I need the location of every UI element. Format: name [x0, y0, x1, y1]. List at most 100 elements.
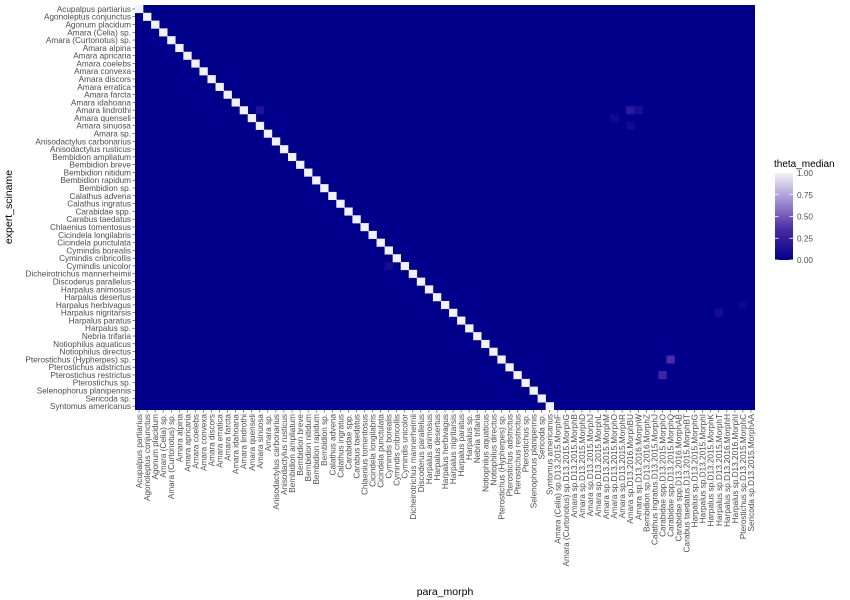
heatmap-cell-diagonal — [384, 246, 393, 255]
heatmap-cell — [714, 308, 724, 317]
legend-tick-label: 0.25 — [797, 234, 813, 243]
y-tick-label: Notiophilus aquaticus — [53, 340, 131, 349]
x-tick-label: Cicindela punctulata — [377, 414, 386, 488]
heatmap-cell-diagonal — [416, 277, 426, 286]
y-tick-label: Discoderus parallelus — [53, 277, 131, 286]
heatmap-cell-diagonal — [312, 176, 321, 185]
y-tick-label: Acupalpus partiarius — [57, 5, 131, 14]
y-tick-label: Amara idahoana — [71, 98, 132, 107]
x-tick-label: Amara (Celia) sp.D13.2015.MorphF — [554, 414, 563, 544]
y-tick-label: Carabus taedatus — [66, 215, 131, 224]
legend-tick-label: 0.00 — [797, 256, 813, 265]
y-tick-label: Calathus advena — [70, 192, 132, 201]
heatmap-cell-diagonal — [143, 12, 152, 21]
x-tick-label: Harpalus sp.D13.2015.MorphK — [707, 413, 716, 526]
x-tick-label: Dicheirotrichus mannerheimii — [409, 414, 418, 520]
heatmap-cell-diagonal — [505, 363, 514, 372]
legend-tick-label: 1.00 — [797, 169, 813, 178]
heatmap-cell-diagonal — [376, 238, 385, 247]
y-tick-label: Notiophilus directus — [60, 348, 131, 357]
heatmap-cell-diagonal — [167, 36, 176, 45]
heatmap-cell-diagonal — [489, 347, 498, 356]
x-tick-label: Bembidion sp.D13.2016.MorphZ — [642, 414, 651, 532]
y-tick-label: Bembidion sp. — [79, 184, 131, 193]
x-tick-label: Amara (Celia) sp. — [159, 414, 168, 478]
plot-panel — [135, 5, 755, 410]
heatmap-cell-diagonal — [263, 129, 273, 138]
x-tick-label: Chlaenius tomentosus — [360, 414, 369, 495]
heatmap-cell — [384, 262, 393, 271]
legend: theta_median 1.00 0.75 0.50 0.25 0.00 — [774, 159, 835, 265]
x-tick-label: Harpalus animosus — [425, 414, 434, 484]
x-tick-label: Amara convexa — [199, 414, 208, 471]
x-tick-label: Carabidae spp.D13.2015.MorphQ — [666, 414, 675, 537]
x-tick-label: Amara sp. — [264, 414, 273, 451]
heatmap-cell-diagonal — [175, 43, 184, 53]
y-tick-label: Pterostichus restrictus — [50, 371, 131, 380]
heatmap-cell — [255, 106, 265, 115]
x-tick-label: Harpalus sp.D13.2015.MorphI — [699, 414, 708, 523]
heatmap-cell-diagonal — [336, 199, 345, 208]
y-tick-label: Harpalus nigritarsis — [61, 309, 131, 318]
heatmap-cell-diagonal — [199, 67, 208, 76]
y-tick-label: Amara quenseli — [74, 114, 131, 123]
x-tick-label: Amara erratica — [216, 414, 225, 468]
heatmap-cell-diagonal — [432, 293, 442, 302]
y-tick-label: Agonoleptus conjunctus — [44, 13, 131, 22]
y-tick-label: Nebria trifaria — [82, 332, 132, 341]
heatmap-cell — [666, 355, 675, 364]
heatmap-cell-diagonal — [191, 59, 200, 68]
x-tick-label: Amara (Curtonotus) sp. — [167, 414, 176, 499]
x-tick-label: Anisodactylus carbonarius — [272, 414, 281, 510]
heatmap-cell-diagonal — [392, 254, 402, 263]
x-tick-label: Agonoleptus conjunctus — [143, 414, 152, 501]
y-tick-label: Anisodactylus rusticus — [50, 145, 131, 154]
x-tick-label: Amara apricaria — [183, 414, 192, 472]
x-tick-label: Bembidion sp. — [320, 414, 329, 466]
heatmap-cell — [626, 121, 635, 130]
x-tick-label: Carabidae spp.D13.2016.MorphAB — [675, 413, 684, 541]
x-tick-label: Amara sinuosa — [256, 414, 265, 469]
x-tick-label: Amara sp.D13.2015.MorphD — [578, 414, 587, 518]
heatmap-cell-diagonal — [408, 269, 418, 278]
heatmap-cell-diagonal — [473, 332, 482, 341]
legend-tick-label: 0.75 — [797, 191, 813, 200]
y-tick-label: Cymindis unicolor — [66, 262, 131, 271]
x-tick-label: Amara sp.D13.2015.MorphO — [610, 414, 619, 519]
heatmap-cell-diagonal — [457, 316, 466, 325]
x-tick-label: Bembidion rapidum — [312, 414, 321, 485]
y-tick-label: Amara (Curtonotus) sp. — [46, 36, 131, 45]
heatmap-cell-diagonal — [529, 386, 538, 395]
heatmap-cell-diagonal — [304, 168, 313, 177]
y-tick-label: Amara convexa — [74, 67, 131, 76]
y-tick-label: Sericoda sp. — [85, 394, 131, 403]
x-tick-label: Amara farcta — [224, 414, 233, 461]
heatmap-cell-diagonal — [537, 394, 546, 403]
y-tick-label: Calathus ingratus — [67, 200, 131, 209]
x-tick-label: Harpalus desertus — [433, 414, 442, 480]
y-tick-label: Amara farcta — [84, 91, 131, 100]
heatmap-cell-diagonal — [465, 324, 474, 333]
y-tick-label: Agonum placidum — [65, 20, 131, 29]
x-tick-label: Notiophilus directus — [489, 414, 498, 485]
y-tick-label: Harpalus sp. — [85, 324, 131, 333]
x-tick-label: Cymindis borealis — [385, 414, 394, 479]
x-tick-label: Harpalus paratus — [457, 414, 466, 476]
y-tick-label: Cicindela longilabris — [58, 231, 131, 240]
y-tick-label: Harpalus desertus — [65, 293, 131, 302]
x-tick-label: Amara sp.D13.2016.MorphW — [634, 414, 643, 520]
heatmap-cell-diagonal — [352, 215, 361, 224]
x-tick-label: Harpalus sp.D13.2015.MorphT — [715, 414, 724, 526]
y-tick-label: Cymindis cribricollis — [59, 254, 131, 263]
heatmap-cell-diagonal — [255, 121, 265, 130]
y-tick-label: Syntomus americanus — [50, 402, 131, 411]
heatmap-cell-diagonal — [215, 82, 224, 91]
heatmap-cell-diagonal — [424, 285, 434, 294]
x-tick-label: Calathus ingratus — [336, 414, 345, 478]
y-tick-label: Pterostichus sp. — [73, 379, 131, 388]
x-tick-label: Amara coelebs — [191, 414, 200, 469]
x-tick-label: Amara sp.D13.2015.MorphL — [594, 414, 603, 517]
y-tick-label: Amara erratica — [77, 83, 131, 92]
x-tick-label: Sericoda sp.D13.2015.MorphAA — [747, 413, 756, 531]
